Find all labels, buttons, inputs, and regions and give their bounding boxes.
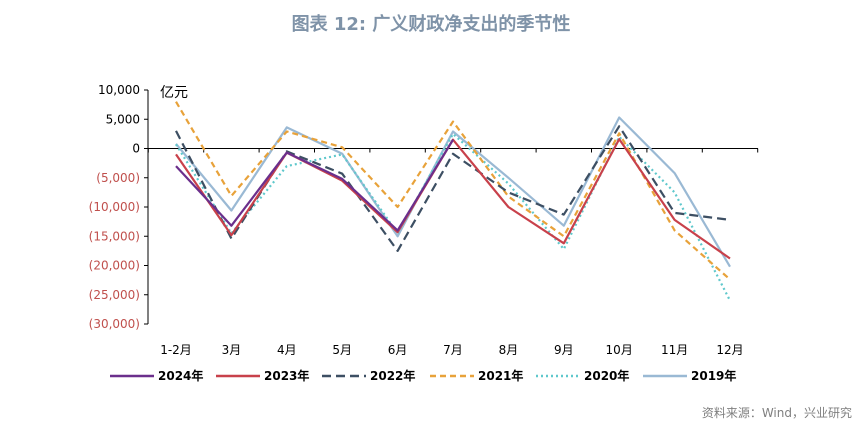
x-tick-label: 1-2月 xyxy=(160,343,192,357)
y-unit-label: 亿元 xyxy=(160,85,188,101)
x-tick-label: 6月 xyxy=(388,343,408,357)
x-tick-label: 3月 xyxy=(222,343,242,357)
y-tick-label: (10,000) xyxy=(89,200,140,214)
y-tick-label: 0 xyxy=(132,142,140,156)
series-line-2020年 xyxy=(175,132,731,302)
series-line-2019年 xyxy=(175,116,731,268)
x-tick-label: 12月 xyxy=(716,343,743,357)
y-tick-label: 10,000 xyxy=(98,83,140,97)
y-tick-label: (5,000) xyxy=(96,171,140,185)
x-tick-label: 7月 xyxy=(443,343,463,357)
chart-legend: 2024年 2023年 2022年 2021年 2020年 2019年 xyxy=(110,368,736,383)
x-tick-label: 8月 xyxy=(499,343,519,357)
chart-title: 图表 12: 广义财政净支出的季节性 xyxy=(291,14,571,35)
y-tick-label: (25,000) xyxy=(89,288,140,302)
legend-label: 2020年 xyxy=(584,368,629,383)
legend-label: 2022年 xyxy=(370,368,415,383)
legend-label: 2021年 xyxy=(478,368,523,383)
y-tick-label: 5,000 xyxy=(106,112,140,126)
x-tick-label: 5月 xyxy=(332,343,352,357)
x-tick-label: 4月 xyxy=(277,343,297,357)
x-tick-label: 11月 xyxy=(661,343,688,357)
chart-axes: 10,000 5,000 0 (5,000) (10,000) (15,000) (20,0… xyxy=(89,83,759,357)
y-tick-label: (15,000) xyxy=(89,229,140,243)
legend-label: 2023年 xyxy=(264,368,309,383)
y-tick-label: (20,000) xyxy=(89,259,140,273)
legend-label: 2019年 xyxy=(691,368,736,383)
chart-series-lines xyxy=(175,101,731,302)
x-tick-label: 9月 xyxy=(554,343,574,357)
source-note: 资料来源：Wind，兴业研究 xyxy=(701,406,852,420)
series-line-2023年 xyxy=(175,138,731,260)
y-tick-label: (30,000) xyxy=(89,317,140,331)
series-line-2024年 xyxy=(175,139,454,232)
legend-label: 2024年 xyxy=(158,368,203,383)
x-tick-label: 10月 xyxy=(606,343,633,357)
